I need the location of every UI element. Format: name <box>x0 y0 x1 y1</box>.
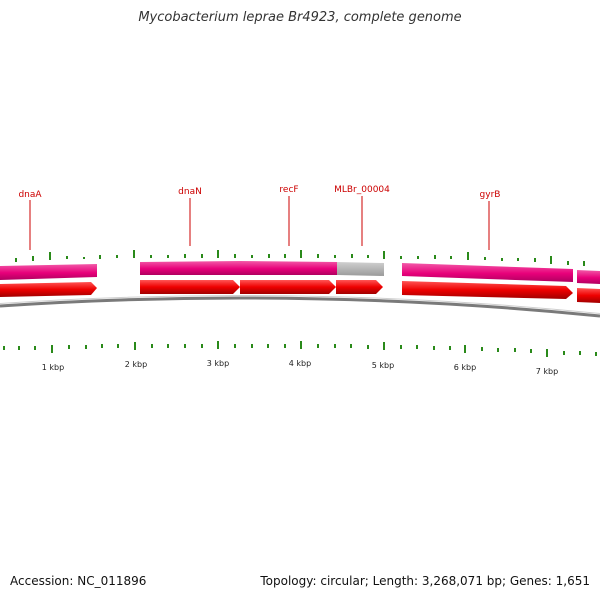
cds-feature <box>0 264 97 280</box>
gene-arrow-dnaA <box>0 282 97 297</box>
kbp-label: 7 kbp <box>536 367 558 376</box>
gene-arrow-MLBr_00004 <box>336 280 383 294</box>
genome-backbone <box>0 296 600 318</box>
gene-label-MLBr_00004: MLBr_00004 <box>334 185 390 195</box>
kbp-label: 5 kbp <box>372 361 394 370</box>
cds-feature <box>140 261 240 275</box>
gene-label-gyrB: gyrB <box>480 190 501 200</box>
kbp-label: 6 kbp <box>454 363 476 372</box>
gc-ticks-lower <box>3 341 597 357</box>
map-title: Mycobacterium leprae Br4923, complete ge… <box>138 10 462 25</box>
gene-labels: dnaA dnaN recF MLBr_00004 gyrB <box>18 185 500 200</box>
gene-label-dnaN: dnaN <box>178 187 202 197</box>
kbp-label: 4 kbp <box>289 359 311 368</box>
kbp-label: 1 kbp <box>42 363 64 372</box>
gene-label-recF: recF <box>279 185 298 195</box>
gc-ticks-upper <box>15 250 585 266</box>
kbp-label: 2 kbp <box>125 360 147 369</box>
accession-text: Accession: NC_011896 <box>10 574 147 588</box>
cds-feature <box>577 270 600 284</box>
gene-label-dnaA: dnaA <box>18 190 42 200</box>
gene-arrow-next <box>577 288 600 303</box>
cds-feature <box>240 261 337 275</box>
cds-feature <box>402 263 573 282</box>
gene-arrows <box>0 280 600 303</box>
kbp-label: 3 kbp <box>207 359 229 368</box>
gene-leader-lines <box>29 196 490 250</box>
cds-forward-band <box>0 261 600 284</box>
gene-arrow-gyrB <box>402 281 573 299</box>
genome-stats-text: Topology: circular; Length: 3,268,071 bp… <box>260 574 590 588</box>
gene-arrow-recF <box>240 280 336 294</box>
gene-arrow-dnaN <box>140 280 240 294</box>
unlabeled-feature <box>337 262 384 276</box>
genome-backbone-highlight <box>0 295 600 314</box>
kbp-scale: 1 kbp 2 kbp 3 kbp 4 kbp 5 kbp 6 kbp 7 kb… <box>42 359 558 376</box>
